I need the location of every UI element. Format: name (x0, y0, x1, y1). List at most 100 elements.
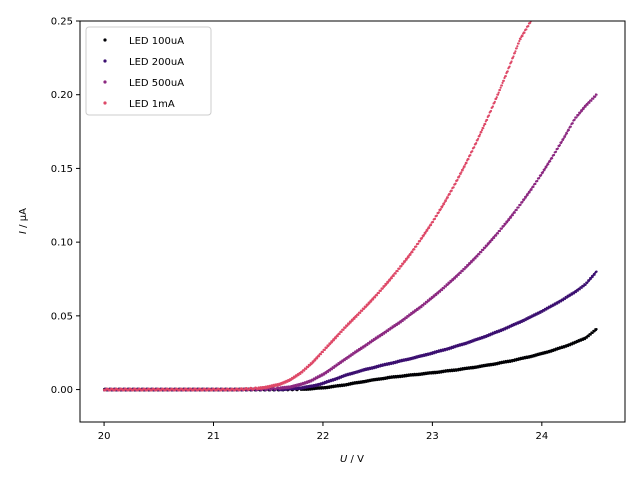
data-point (357, 313, 360, 316)
data-point (525, 28, 528, 31)
data-point (550, 350, 553, 353)
data-point (319, 353, 323, 356)
y-tick-label: 0.05 (51, 311, 73, 322)
data-point (424, 232, 427, 235)
data-point (588, 101, 591, 104)
data-point (403, 318, 406, 321)
data-point (441, 204, 444, 207)
data-point (589, 333, 592, 336)
data-point (430, 223, 433, 227)
data-point (442, 203, 446, 206)
data-point (466, 342, 469, 345)
legend-label: LED 100uA (129, 36, 184, 47)
x-axis-label: U / V (340, 454, 364, 465)
data-point (508, 65, 511, 68)
y-axis-label-symbol: I (18, 231, 29, 234)
data-point (487, 114, 491, 117)
data-point (543, 167, 547, 170)
data-point (390, 277, 393, 280)
data-point (523, 31, 526, 34)
data-point (345, 357, 348, 361)
data-point (536, 179, 539, 183)
data-point (529, 21, 532, 24)
data-point (439, 207, 442, 211)
x-axis-ticks: 20 21 22 23 24 (98, 422, 548, 442)
data-point (584, 283, 587, 286)
data-point (407, 256, 410, 259)
legend-entries: LED 100uA LED 200uA LED 500uA LED 1mA (103, 36, 184, 110)
data-point (388, 279, 391, 282)
data-point (575, 116, 578, 119)
data-point (338, 332, 341, 336)
data-point (448, 348, 451, 351)
data-point (484, 246, 487, 249)
y-tick-label: 0.25 (51, 17, 73, 28)
legend-label: LED 500uA (129, 78, 184, 89)
data-point (460, 171, 463, 174)
data-point (420, 306, 423, 309)
data-point (519, 203, 522, 206)
data-point (501, 81, 504, 84)
data-point (334, 337, 337, 340)
data-point (486, 118, 489, 122)
legend-marker (103, 80, 107, 84)
x-axis-label-symbol: U (340, 454, 348, 465)
x-tick-label: 23 (426, 431, 439, 442)
data-point (507, 218, 511, 222)
data-point (439, 290, 442, 293)
data-point (463, 165, 466, 168)
data-point (509, 216, 513, 219)
data-point (424, 302, 427, 306)
data-point (515, 208, 518, 212)
data-point (368, 342, 371, 345)
data-point (591, 275, 594, 278)
data-point (475, 142, 478, 145)
y-tick-label: 0.15 (51, 164, 73, 175)
data-point (456, 178, 459, 181)
data-point (473, 146, 476, 149)
data-point (519, 38, 522, 41)
series-3-points (102, 21, 532, 392)
data-point (392, 274, 395, 277)
data-point (482, 124, 485, 127)
data-point (413, 248, 416, 251)
data-point (384, 331, 388, 334)
data-point (594, 95, 597, 98)
data-point (422, 304, 425, 307)
data-point (444, 285, 448, 288)
data-point (517, 206, 520, 209)
data-point (349, 355, 352, 358)
data-point (375, 294, 379, 297)
data-point (593, 273, 596, 276)
data-point (526, 193, 529, 197)
data-point (467, 158, 470, 161)
data-point (366, 343, 369, 347)
data-point (377, 291, 381, 295)
data-point (325, 372, 328, 375)
data-point (299, 372, 302, 376)
legend-box (85, 26, 212, 116)
data-point (431, 220, 435, 224)
x-tick-label: 22 (317, 431, 330, 442)
legend-label: LED 200uA (129, 57, 184, 68)
data-point (477, 137, 480, 140)
data-point (401, 319, 404, 323)
data-point (362, 346, 365, 349)
data-point (502, 79, 505, 82)
data-point (587, 335, 590, 338)
data-point (457, 273, 460, 276)
data-point (398, 267, 401, 270)
data-point (512, 55, 515, 58)
data-point (446, 196, 449, 199)
data-point (561, 299, 565, 302)
data-point (478, 135, 481, 138)
data-point (282, 382, 285, 385)
data-point (565, 132, 569, 135)
data-point (353, 317, 356, 320)
data-point (370, 300, 373, 303)
data-point (336, 378, 339, 381)
data-point (571, 122, 574, 125)
data-point (444, 199, 448, 202)
data-point (443, 201, 446, 204)
data-point (521, 34, 524, 38)
